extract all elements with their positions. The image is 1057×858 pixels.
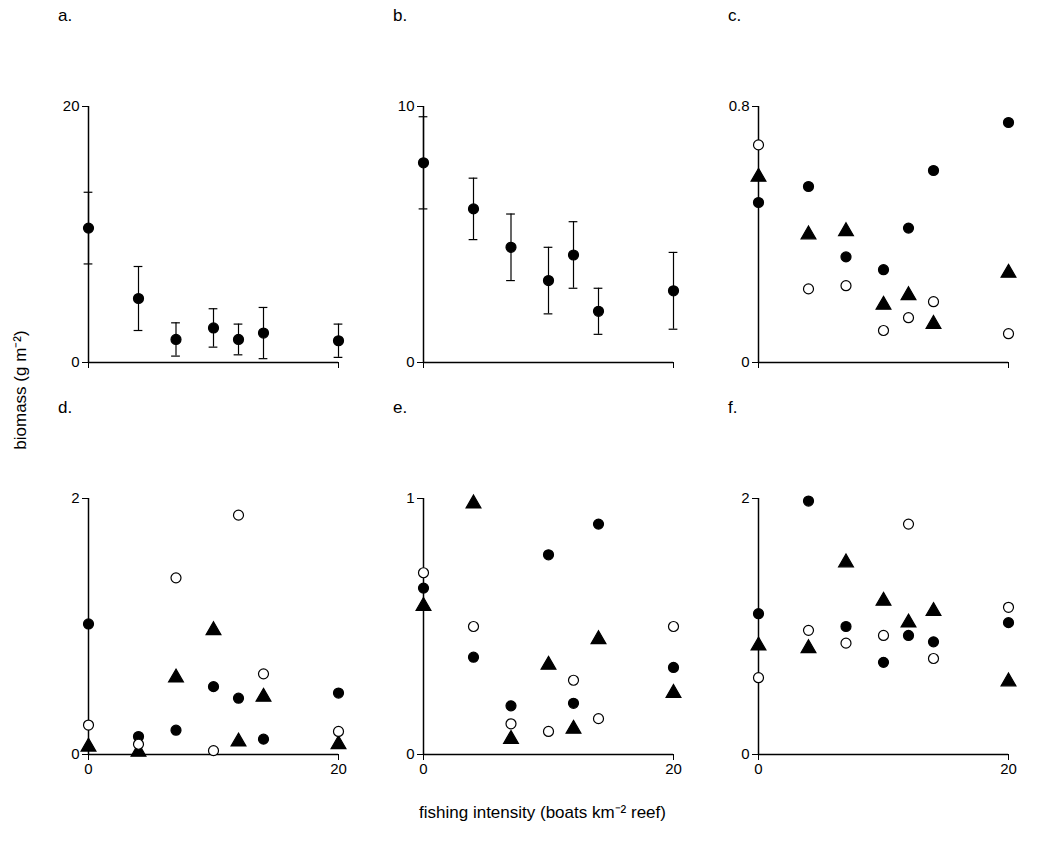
svg-text:0.8: 0.8	[729, 97, 750, 114]
html-text:a.: a.	[58, 6, 73, 25]
svg-text:20: 20	[63, 97, 80, 114]
svg-text:0: 0	[754, 760, 762, 777]
html-text:biomass (g m⁻²): biomass (g m⁻²)	[11, 330, 30, 450]
svg-text:20: 20	[1000, 760, 1017, 777]
svg-text:0: 0	[84, 760, 92, 777]
svg-text:0: 0	[741, 353, 749, 370]
html-text:c.: c.	[728, 6, 742, 25]
svg-text:0: 0	[71, 353, 79, 370]
svg-text:0: 0	[741, 745, 749, 762]
svg-text:10: 10	[398, 97, 415, 114]
svg-text:2: 2	[741, 489, 749, 506]
svg-text:0: 0	[71, 745, 79, 762]
svg-text:20: 20	[330, 760, 347, 777]
html-text:b.: b.	[393, 6, 408, 25]
html-text:f.: f.	[728, 398, 738, 417]
svg-text:1: 1	[406, 489, 414, 506]
svg-text:0: 0	[419, 760, 427, 777]
html-text:fishing intensity (boats km⁻²: fishing intensity (boats km⁻² reef)	[419, 803, 666, 822]
svg-text:2: 2	[71, 489, 79, 506]
svg-text:0: 0	[406, 353, 414, 370]
svg-text:20: 20	[665, 760, 682, 777]
svg-text:0: 0	[406, 745, 414, 762]
html-text:e.: e.	[393, 398, 408, 417]
html-text:d.: d.	[58, 398, 73, 417]
